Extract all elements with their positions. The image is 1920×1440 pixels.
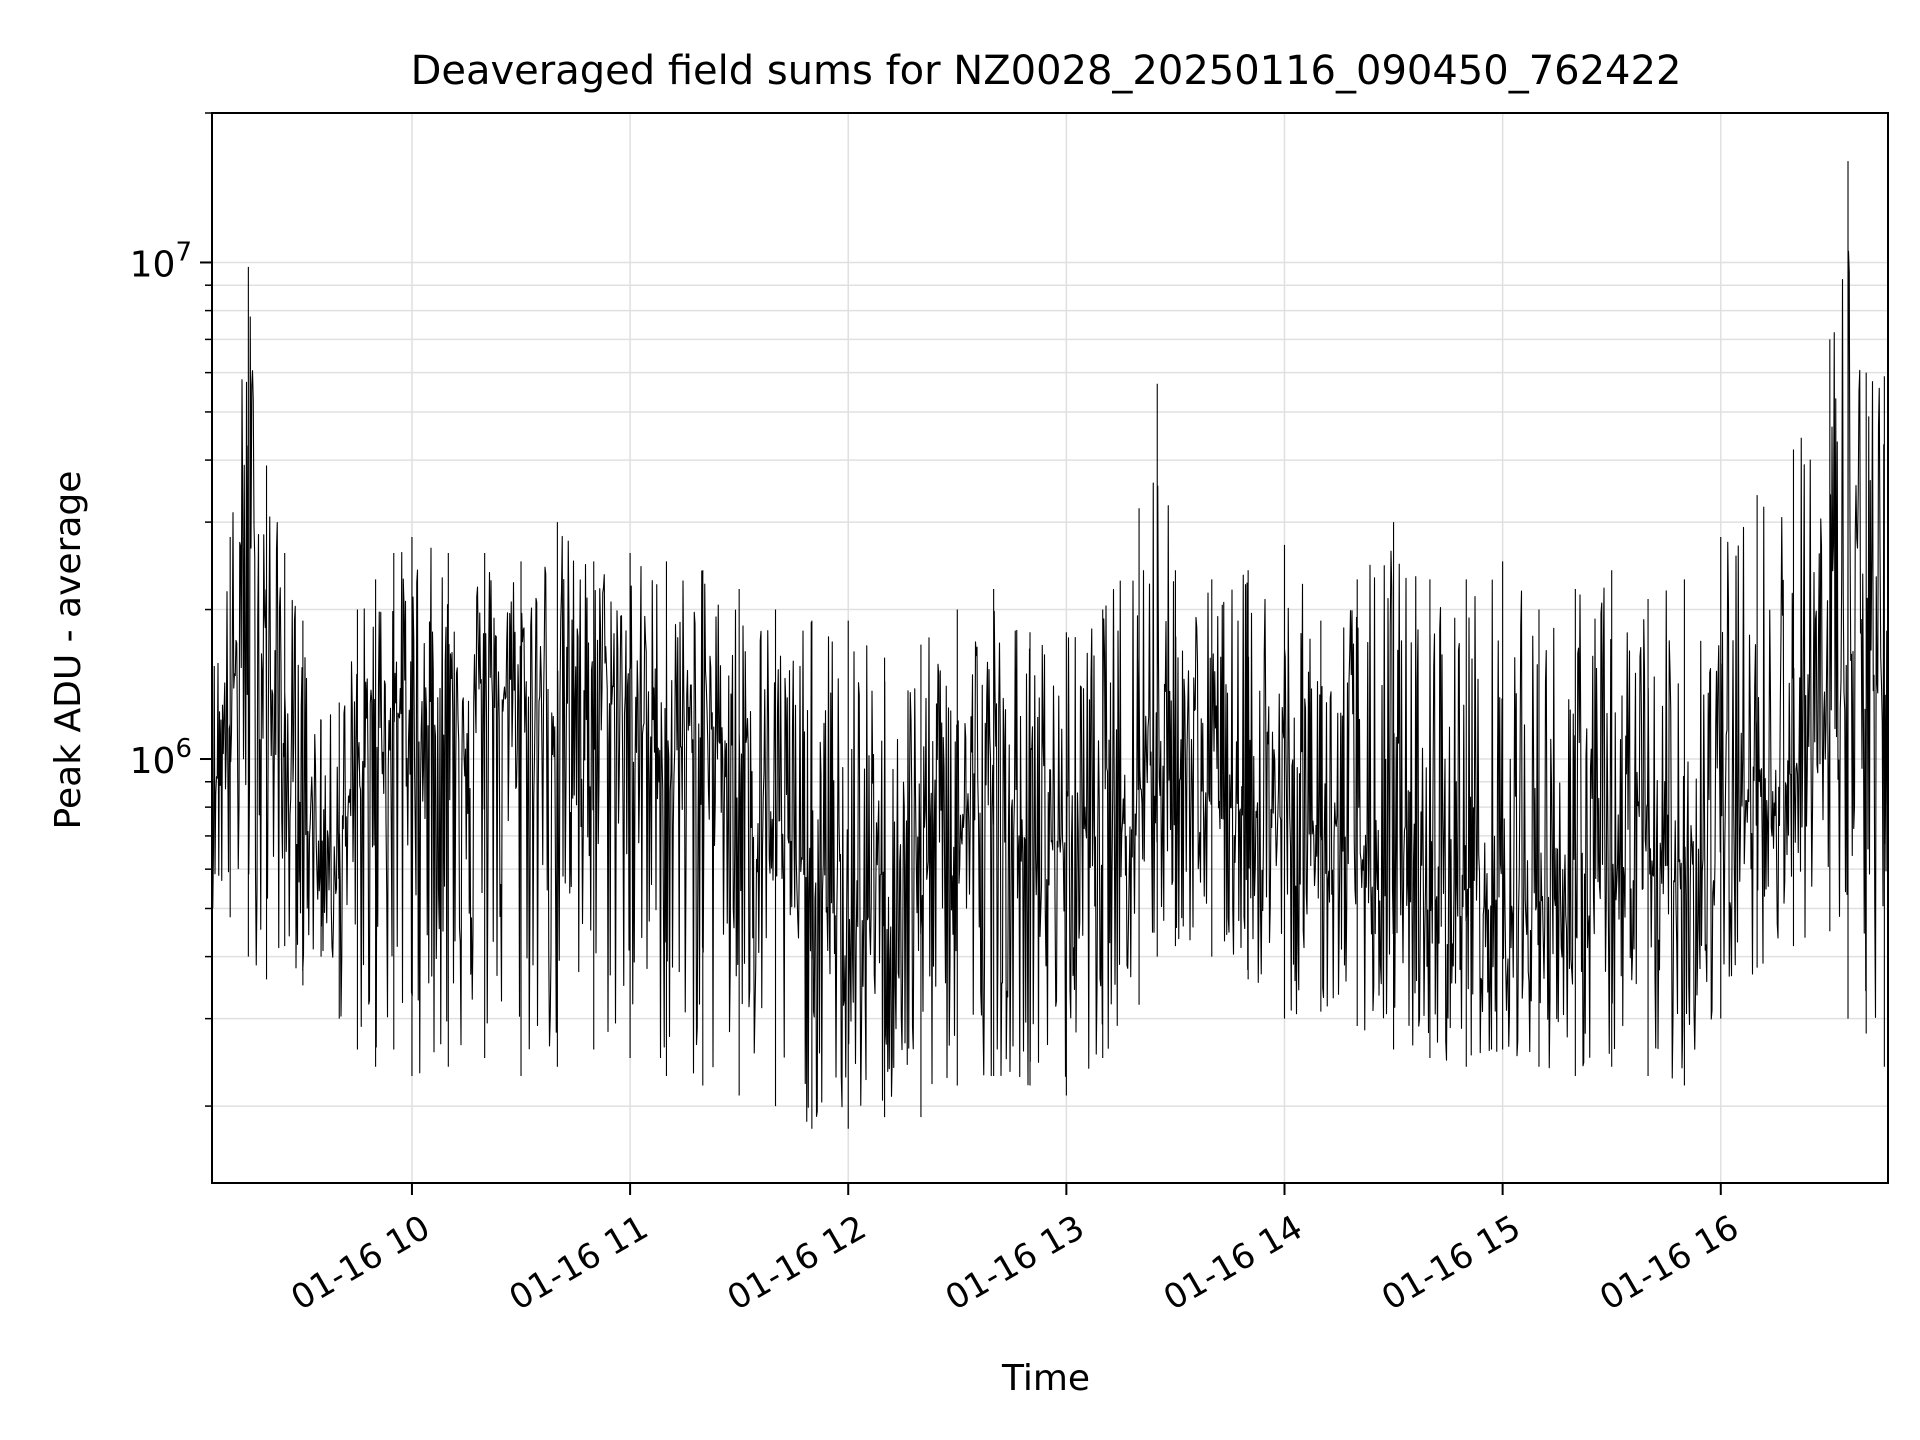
y-axis: 106 107 xyxy=(130,112,212,1107)
series-layer xyxy=(211,161,1889,1129)
y-tick-label: 107 xyxy=(130,237,192,285)
plot-frame xyxy=(211,112,1889,1184)
series-line xyxy=(211,161,1889,1129)
y-axis-label: Peak ADU - average xyxy=(48,471,89,830)
x-axis-label: Time xyxy=(1001,1358,1090,1399)
y-tick-label: 106 xyxy=(130,734,192,782)
chart-title: Deaveraged field sums for NZ0028_2025011… xyxy=(411,48,1682,94)
